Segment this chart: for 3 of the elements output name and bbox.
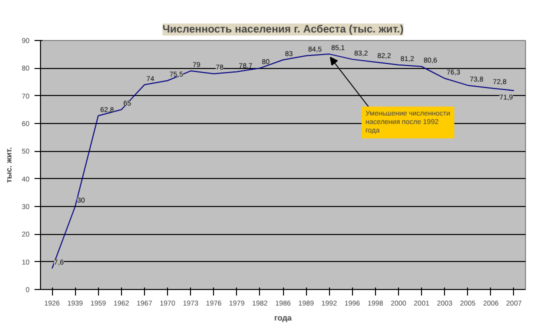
x-axis-title: года: [274, 314, 292, 322]
y-axis-title: тыс. жит.: [4, 147, 14, 183]
chart-title: Численность населения г. Асбеста (тыс. жит.): [162, 24, 404, 36]
